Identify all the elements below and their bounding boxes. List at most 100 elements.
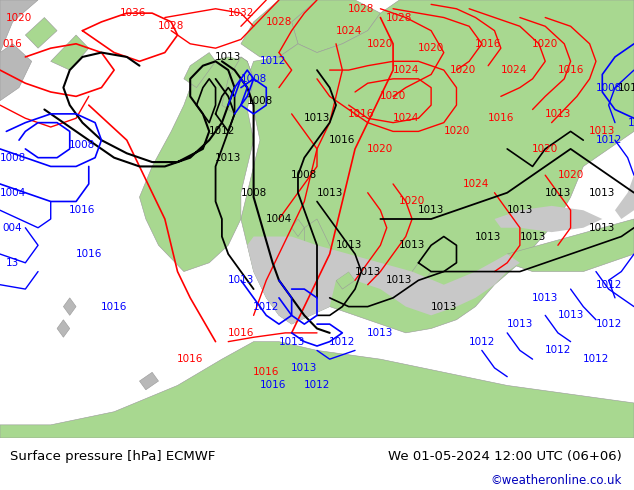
Text: 1012: 1012 — [583, 354, 609, 364]
Text: 1012: 1012 — [595, 135, 622, 145]
Text: 1012: 1012 — [259, 56, 286, 66]
Text: 1013: 1013 — [367, 328, 394, 338]
Text: 1012: 1012 — [469, 337, 495, 346]
Text: 1016: 1016 — [177, 354, 204, 364]
Text: 1013: 1013 — [215, 153, 242, 163]
Text: 1013: 1013 — [215, 52, 242, 62]
Text: 1013: 1013 — [430, 302, 457, 312]
Text: 1020: 1020 — [380, 91, 406, 101]
Text: 1013: 1013 — [589, 126, 616, 136]
Text: 1004: 1004 — [266, 214, 292, 224]
Polygon shape — [304, 254, 323, 271]
Text: 1008: 1008 — [247, 96, 273, 106]
Text: 1013: 1013 — [399, 240, 425, 250]
Text: 1016: 1016 — [329, 135, 356, 145]
Polygon shape — [184, 52, 216, 88]
Text: 1012: 1012 — [595, 280, 622, 290]
Polygon shape — [247, 237, 520, 324]
Text: 1024: 1024 — [392, 113, 419, 123]
Text: 1020: 1020 — [532, 144, 559, 154]
Polygon shape — [615, 175, 634, 219]
Text: 1028: 1028 — [266, 17, 292, 27]
Text: 1020: 1020 — [532, 39, 559, 49]
Text: 1013: 1013 — [545, 188, 571, 198]
Text: 1028: 1028 — [386, 13, 413, 23]
Text: 1013: 1013 — [278, 337, 305, 346]
Polygon shape — [63, 298, 76, 316]
Text: 1013: 1013 — [354, 267, 381, 276]
Text: 1024: 1024 — [462, 179, 489, 189]
Text: 1013: 1013 — [507, 205, 533, 215]
Text: 1020: 1020 — [450, 65, 476, 75]
Text: 1020: 1020 — [557, 170, 584, 180]
Text: 1016: 1016 — [75, 249, 102, 259]
Polygon shape — [51, 35, 89, 70]
Text: 1012: 1012 — [253, 302, 280, 312]
Text: 1013: 1013 — [589, 188, 616, 198]
Text: 1013: 1013 — [507, 319, 533, 329]
Text: 1008: 1008 — [291, 170, 318, 180]
Text: 1020: 1020 — [6, 13, 32, 23]
Text: 1013: 1013 — [557, 310, 584, 320]
Polygon shape — [235, 57, 247, 79]
Text: 1012: 1012 — [304, 380, 330, 391]
Text: 1008: 1008 — [240, 188, 267, 198]
Text: 1004: 1004 — [0, 188, 26, 198]
Text: 1008: 1008 — [595, 83, 622, 93]
Text: 1008: 1008 — [0, 153, 26, 163]
Text: 1016: 1016 — [101, 302, 127, 312]
Text: 1020: 1020 — [418, 43, 444, 53]
Polygon shape — [25, 18, 57, 48]
Text: 1013: 1013 — [316, 188, 343, 198]
Text: 1012: 1012 — [595, 319, 622, 329]
Text: 1016: 1016 — [348, 109, 375, 119]
Text: 1020: 1020 — [367, 39, 394, 49]
Text: 1013: 1013 — [335, 240, 362, 250]
Text: 1020: 1020 — [367, 144, 394, 154]
Text: 1013: 1013 — [545, 109, 571, 119]
Text: 1012: 1012 — [545, 345, 571, 355]
Text: We 01-05-2024 12:00 UTC (06+06): We 01-05-2024 12:00 UTC (06+06) — [387, 450, 621, 463]
Polygon shape — [139, 57, 254, 271]
Text: 016: 016 — [3, 39, 23, 49]
Text: 101: 101 — [618, 83, 634, 93]
Text: 1013: 1013 — [589, 223, 616, 233]
Text: 1013: 1013 — [418, 205, 444, 215]
Text: 1028: 1028 — [158, 21, 184, 31]
Polygon shape — [241, 0, 634, 333]
Polygon shape — [495, 206, 602, 232]
Text: 004: 004 — [3, 223, 22, 233]
Text: 1013: 1013 — [228, 275, 254, 285]
Text: Surface pressure [hPa] ECMWF: Surface pressure [hPa] ECMWF — [10, 450, 215, 463]
Text: 1016: 1016 — [488, 113, 514, 123]
Text: 1036: 1036 — [120, 8, 146, 18]
Text: 1016: 1016 — [259, 380, 286, 391]
Text: 1028: 1028 — [348, 4, 375, 14]
Text: 1013: 1013 — [475, 231, 501, 242]
Polygon shape — [57, 320, 70, 337]
Text: 1016: 1016 — [253, 368, 280, 377]
Polygon shape — [292, 219, 304, 237]
Text: 1024: 1024 — [392, 65, 419, 75]
Text: 1016: 1016 — [69, 205, 96, 215]
Text: 1008: 1008 — [69, 140, 96, 149]
Polygon shape — [241, 0, 317, 57]
Text: 1013: 1013 — [532, 293, 559, 303]
Text: 1013: 1013 — [519, 231, 546, 242]
Text: 1012: 1012 — [329, 337, 356, 346]
Text: 1013: 1013 — [304, 113, 330, 123]
Polygon shape — [304, 219, 342, 280]
Text: 10: 10 — [628, 118, 634, 127]
Text: 1020: 1020 — [399, 196, 425, 206]
Polygon shape — [222, 57, 254, 114]
Text: 1020: 1020 — [443, 126, 470, 136]
Polygon shape — [292, 0, 380, 52]
Text: ©weatheronline.co.uk: ©weatheronline.co.uk — [490, 474, 621, 487]
Text: 1016: 1016 — [475, 39, 501, 49]
Polygon shape — [507, 219, 634, 271]
Text: 1016: 1016 — [228, 328, 254, 338]
Polygon shape — [406, 263, 431, 289]
Text: 1024: 1024 — [500, 65, 527, 75]
Text: 1013: 1013 — [291, 363, 318, 373]
Text: 1032: 1032 — [228, 8, 254, 18]
